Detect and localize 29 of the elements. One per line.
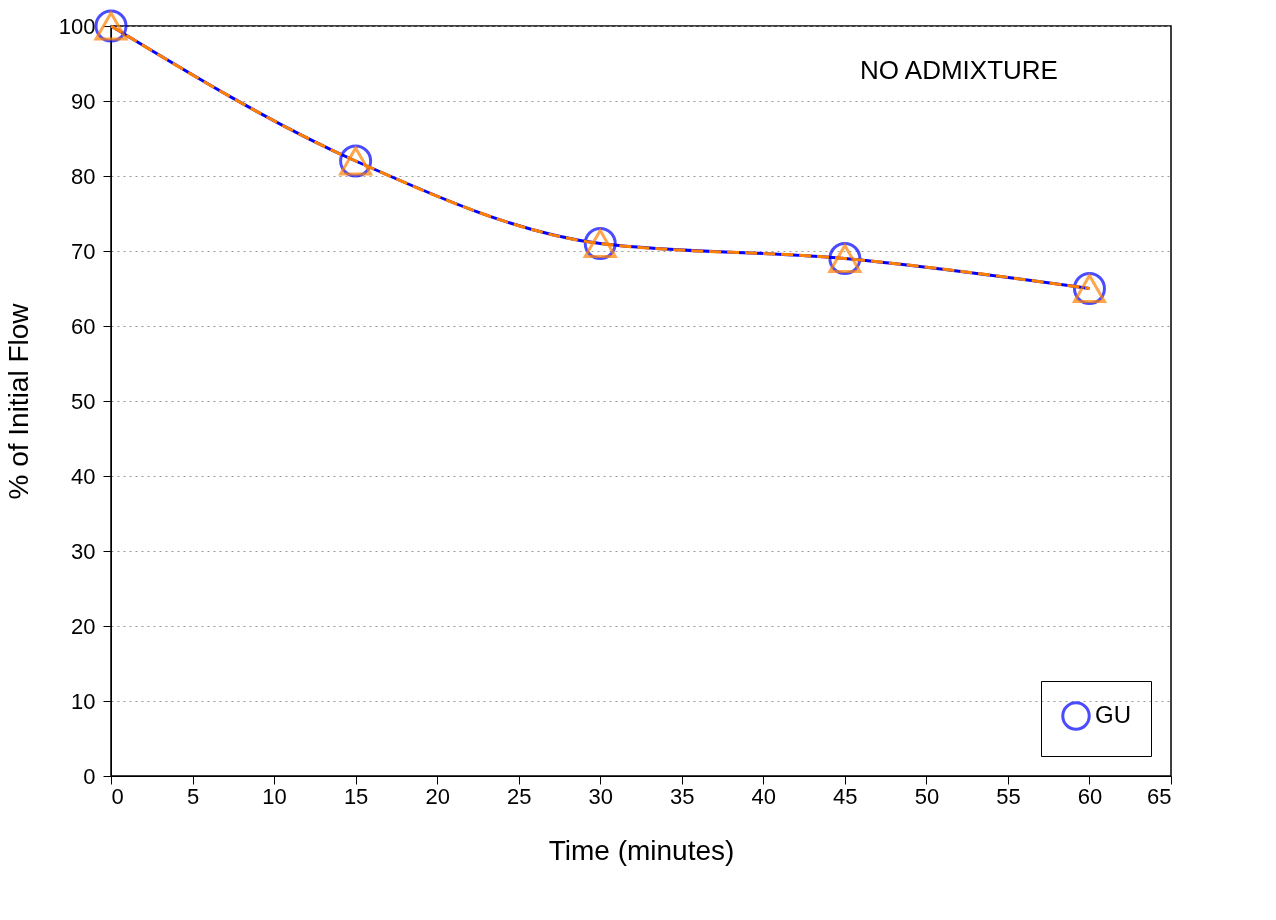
y-tick-label: 50 [71, 388, 96, 414]
y-tick-label: 90 [71, 88, 96, 114]
x-tick-label: 5 [186, 783, 200, 809]
x-tick-label: 0 [111, 783, 124, 809]
y-tick-label: 60 [71, 313, 96, 339]
x-tick-label: 35 [670, 783, 695, 809]
x-tick-label: 60 [1077, 783, 1103, 809]
y-tick-label: 80 [71, 163, 96, 189]
x-tick-label: 40 [751, 783, 777, 809]
legend-label: GU [1095, 701, 1131, 728]
y-tick-label: 40 [71, 463, 96, 489]
y-tick-label: 20 [71, 613, 96, 639]
x-tick-label: 10 [262, 783, 287, 809]
annotation: NO ADMIXTURE [860, 55, 1058, 85]
x-tick-label: 25 [506, 783, 532, 809]
y-tick-label: 0 [83, 763, 96, 789]
x-tick-label: 30 [588, 783, 613, 809]
x-axis-title: Time (minutes) [548, 834, 735, 866]
x-tick-label: 45 [833, 783, 858, 809]
x-tick-label: 65 [1147, 783, 1172, 809]
y-tick-label: 30 [71, 538, 96, 564]
x-tick-label: 20 [425, 783, 450, 809]
x-tick-label: 55 [996, 783, 1021, 809]
x-tick-label: 50 [914, 783, 940, 809]
y-axis-title: % of Initial Flow [2, 302, 34, 500]
y-tick-label: 100 [58, 13, 96, 39]
y-tick-label: 70 [71, 238, 96, 264]
x-tick-label: 15 [343, 783, 369, 809]
y-tick-label: 10 [71, 688, 96, 714]
